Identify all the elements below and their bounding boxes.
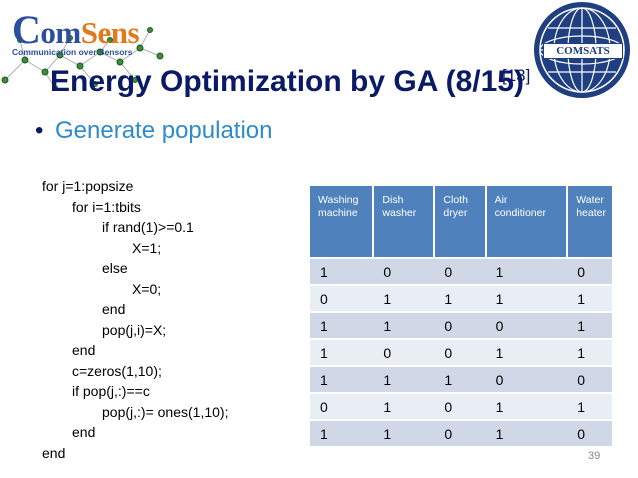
column-header: Washing machine (310, 186, 375, 258)
table-cell: 0 (485, 365, 568, 393)
table-row: 1 1 0 0 1 (310, 311, 612, 339)
table-row: 1 0 0 1 0 (310, 257, 612, 285)
table-row: 1 1 0 1 0 (310, 419, 612, 446)
table-cell: 0 (373, 338, 435, 366)
comsens-logo: ComSens Communication over Sensors (0, 0, 170, 98)
table-cell: 1 (485, 257, 568, 285)
table-cell: 0 (310, 284, 374, 312)
table-cell: 1 (485, 338, 568, 366)
table-cell: 0 (434, 338, 486, 366)
slide-title: Energy Optimization by GA (8/15) (50, 65, 524, 98)
table-cell: 0 (434, 311, 486, 339)
code-line: for i=1:tbits (72, 198, 141, 215)
table-cell: 1 (434, 284, 486, 312)
table-cell: 0 (434, 419, 486, 446)
table-row: 0 1 0 1 1 (310, 392, 612, 420)
table-cell: 1 (310, 338, 374, 366)
table-row: 0 1 1 1 1 (310, 284, 612, 312)
table-cell: 1 (567, 311, 612, 339)
table-cell: 1 (373, 311, 435, 339)
comsats-label: COMSATS (543, 43, 623, 59)
column-header: Dish washer (373, 186, 436, 258)
code-line: end (72, 342, 96, 358)
table-cell: 0 (567, 257, 612, 285)
table-cell: 1 (567, 284, 612, 312)
title-reference: [13] (502, 66, 531, 85)
table-cell: 1 (567, 338, 612, 366)
sensor-network-icon (1, 27, 164, 91)
code-line: end (42, 444, 66, 461)
code-line: if pop(j,:)==c (72, 383, 150, 399)
table-cell: 1 (373, 365, 435, 393)
code-block: for j=1:popsize for i=1:tbits if rand(1)… (42, 176, 228, 463)
table-cell: 1 (373, 392, 435, 420)
table-cell: 1 (373, 419, 435, 446)
population-table: Washing machine Dish washer Cloth dryer … (310, 186, 612, 446)
code-line: for j=1:popsize (42, 178, 134, 194)
comsats-emblem: COMSATS (526, 0, 638, 106)
code-line: end (102, 301, 126, 317)
table-cell: 1 (310, 257, 374, 285)
table-cell: 1 (485, 392, 568, 420)
table-cell: 0 (485, 311, 568, 339)
code-line: c=zeros(1,10); (72, 362, 162, 379)
code-line: X=1; (132, 239, 162, 256)
code-line: end (72, 424, 96, 440)
table-cell: 0 (434, 257, 486, 285)
table-row: 1 0 0 1 1 (310, 338, 612, 366)
code-line: pop(j,:)= ones(1,10); (102, 403, 229, 420)
code-line: if rand(1)>=0.1 (102, 219, 194, 235)
table-cell: 0 (310, 392, 374, 420)
table-cell: 0 (567, 419, 612, 446)
column-header: Water heater (567, 186, 612, 258)
logo-brand: ComSens (12, 7, 140, 52)
bullet-marker: • (35, 117, 44, 144)
table-row: 1 1 1 0 0 (310, 365, 612, 393)
table-cell: 0 (434, 392, 486, 420)
table-cell: 0 (567, 365, 612, 393)
table-cell: 1 (310, 419, 374, 446)
table-cell: 0 (373, 257, 435, 285)
table-header-row: Washing machine Dish washer Cloth dryer … (310, 186, 612, 258)
table-cell: 1 (310, 311, 374, 339)
bullet-text: Generate population (55, 117, 273, 144)
table-cell: 1 (485, 419, 568, 446)
code-line: else (102, 260, 128, 276)
table-cell: 1 (567, 392, 612, 420)
column-header: Air conditioner (485, 186, 569, 258)
code-line: pop(j,i)=X; (102, 321, 167, 338)
table-cell: 1 (485, 284, 568, 312)
bullet-item: • Generate population (35, 117, 273, 145)
page-number: 39 (588, 450, 601, 462)
table-cell: 1 (434, 365, 486, 393)
table-cell: 1 (373, 284, 435, 312)
code-line: X=0; (132, 280, 162, 297)
table-cell: 1 (310, 365, 374, 393)
logo-tagline: Communication over Sensors (12, 47, 133, 57)
column-header: Cloth dryer (434, 186, 487, 258)
